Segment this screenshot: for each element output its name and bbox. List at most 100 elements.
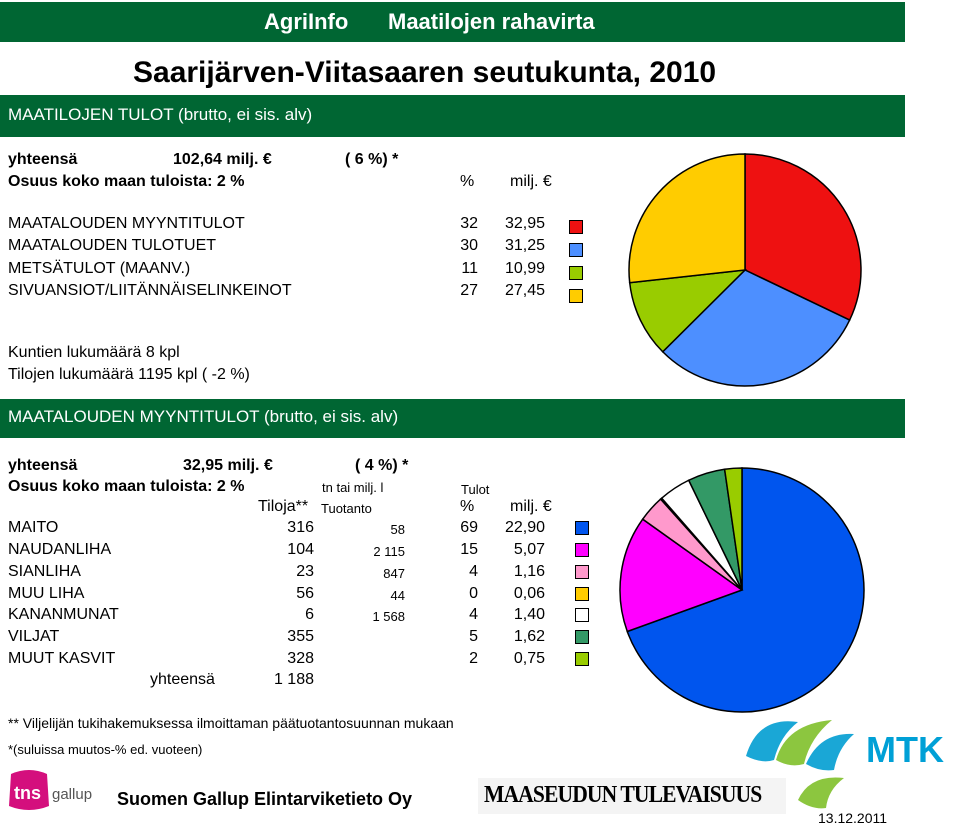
legend-swatch — [575, 652, 589, 666]
income-pie-chart — [628, 153, 862, 387]
farm-count: Tilojen lukumäärä 1195 kpl ( -2 %) — [8, 366, 250, 383]
row-farms: 355 — [287, 628, 314, 645]
legend-swatch — [575, 630, 589, 644]
sales-total-change: ( 4 %) * — [355, 457, 409, 474]
legend-swatch — [575, 543, 589, 557]
row-production: 847 — [383, 566, 405, 581]
sum-label: yhteensä — [150, 671, 215, 688]
row-production: 1 568 — [372, 609, 405, 624]
row-label: MUUT KASVIT — [8, 650, 116, 667]
legend-swatch — [569, 289, 583, 303]
legend-swatch — [569, 266, 583, 280]
hdr-pct: % — [460, 498, 475, 515]
income-banner-label: MAATILOJEN TULOT (brutto, ei sis. alv) — [8, 105, 313, 124]
sales-slice-maito — [626, 467, 865, 713]
row-pct: 0 — [469, 585, 478, 602]
row-label: METSÄTULOT (MAANV.) — [8, 260, 191, 277]
row-value: 22,90 — [504, 519, 545, 536]
maaseudun-logo-text: MAASEUDUN TULEVAISUUS — [484, 782, 762, 808]
income-slice-sivuansiot-liitännäiselinkeinot — [628, 153, 746, 284]
title-banner: AgriInfo Maatilojen rahavirta — [0, 2, 905, 42]
row-label: MAITO — [8, 519, 59, 536]
report-title: Maatilojen rahavirta — [388, 9, 595, 34]
income-slice-metsätulot-maanv — [628, 269, 748, 353]
sales-slice-naudanliha — [619, 518, 744, 633]
row-pct: 11 — [461, 260, 478, 277]
tns-logo-mark: tns — [14, 783, 41, 803]
hdr-farms: Tiloja** — [258, 498, 309, 515]
row-pct: 27 — [460, 282, 478, 299]
legend-swatch — [575, 608, 589, 622]
sales-total-value: 32,95 milj. € — [183, 457, 273, 474]
row-value: 10,99 — [504, 260, 545, 277]
row-label: MAATALOUDEN TULOTUET — [8, 237, 217, 254]
legend-swatch — [575, 521, 589, 535]
legend-swatch — [569, 220, 583, 234]
row-value: 1,62 — [513, 628, 545, 645]
income-slice-maatalouden-tulotuet — [661, 269, 851, 387]
sum-farms: 1 188 — [273, 671, 314, 688]
row-production: 58 — [390, 522, 405, 537]
row-farms: 56 — [296, 585, 314, 602]
sales-pie-chart — [619, 467, 865, 713]
legend-swatch — [575, 565, 589, 579]
row-label: VILJAT — [8, 628, 60, 645]
row-pct: 4 — [469, 606, 478, 623]
row-farms: 104 — [287, 541, 314, 558]
legend-swatch — [575, 587, 589, 601]
tns-logo-text: gallup — [52, 786, 93, 803]
report-date: 13.12.2011 — [818, 810, 888, 826]
row-value: 0,06 — [513, 585, 545, 602]
sales-banner-label: MAATALOUDEN MYYNTITULOT (brutto, ei sis.… — [8, 407, 399, 426]
row-value: 27,45 — [504, 282, 545, 299]
row-pct: 30 — [460, 237, 478, 254]
footnote-change: *(suluissa muutos-% ed. vuoteen) — [8, 742, 203, 757]
row-pct: 69 — [460, 519, 478, 536]
hdr-value: milj. € — [510, 498, 552, 515]
region-title: Saarijärven-Viitasaaren seutukunta, 2010 — [133, 56, 717, 89]
row-label: MAATALOUDEN MYYNTITULOT — [8, 215, 245, 232]
sales-total-label: yhteensä — [8, 457, 78, 474]
row-label: NAUDANLIHA — [8, 541, 112, 558]
row-value: 1,16 — [513, 563, 545, 580]
mtk-logo-shape — [746, 720, 854, 809]
row-value: 0,75 — [513, 650, 545, 667]
row-value: 32,95 — [504, 215, 545, 232]
maaseudun-tulevaisuus-logo: MAASEUDUN TULEVAISUUS — [478, 778, 786, 814]
row-label: MUU LIHA — [8, 585, 85, 602]
row-pct: 32 — [460, 215, 478, 232]
row-label: SIANLIHA — [8, 563, 81, 580]
tns-logo-shape — [9, 770, 49, 810]
sales-banner: MAATALOUDEN MYYNTITULOT (brutto, ei sis.… — [0, 399, 905, 438]
row-value: 1,40 — [513, 606, 545, 623]
hdr-unit: tn tai milj. l — [322, 480, 384, 495]
row-label: SIVUANSIOT/LIITÄNNÄISELINKEINOT — [8, 282, 292, 299]
income-total-label: yhteensä — [8, 151, 78, 168]
row-pct: 15 — [460, 541, 478, 558]
sales-share: Osuus koko maan tuloista: 2 % — [8, 478, 245, 495]
row-farms: 6 — [305, 606, 314, 623]
income-banner: MAATILOJEN TULOT (brutto, ei sis. alv) — [0, 95, 905, 137]
municipality-count: Kuntien lukumäärä 8 kpl — [8, 344, 180, 361]
row-production: 44 — [390, 588, 405, 603]
hdr-production: Tuotanto — [321, 501, 372, 516]
row-label: KANANMUNAT — [8, 606, 119, 623]
row-value: 31,25 — [504, 237, 545, 254]
row-production: 2 115 — [373, 544, 405, 559]
row-pct: 4 — [469, 563, 478, 580]
income-total-value: 102,64 milj. € — [173, 151, 272, 168]
income-slice-maatalouden-myyntitulot — [744, 153, 862, 322]
mtk-logo-text: MTK — [866, 729, 944, 770]
income-col-value: milj. € — [510, 173, 552, 190]
income-share: Osuus koko maan tuloista: 2 % — [8, 173, 245, 190]
row-farms: 316 — [287, 519, 314, 536]
company-name: Suomen Gallup Elintarviketieto Oy — [117, 789, 413, 809]
income-col-pct: % — [460, 173, 475, 190]
brand-label: AgriInfo — [264, 9, 349, 34]
legend-swatch — [569, 243, 583, 257]
row-pct: 2 — [469, 650, 478, 667]
row-farms: 328 — [287, 650, 314, 667]
sales-slice-muut-kasvit — [723, 467, 743, 591]
row-pct: 5 — [469, 628, 478, 645]
row-value: 5,07 — [513, 541, 545, 558]
